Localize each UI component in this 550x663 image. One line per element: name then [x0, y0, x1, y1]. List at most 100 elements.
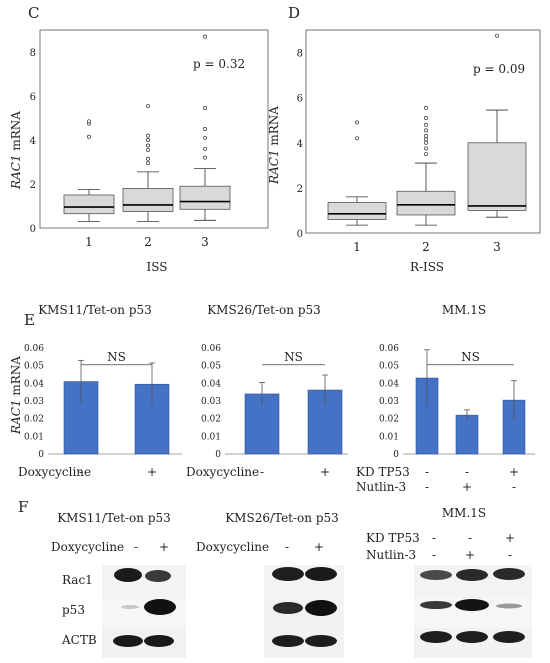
box-c-outlier-2-7	[146, 103, 150, 108]
box-d-outlier-3-1	[495, 33, 499, 38]
box-d-box-1	[327, 202, 387, 220]
box-c-box-1	[63, 194, 115, 215]
panel-d-ylabel-suffix: mRNA	[267, 106, 281, 150]
blot-mm1s-c1-sign-1: -	[432, 531, 436, 545]
blot-row-label-rac1: Rac1	[62, 573, 93, 587]
band-kms26-rac1-2	[305, 567, 337, 581]
panel-c-xlabel: ISS	[147, 260, 168, 274]
bar-e1-condition-1-sign-2: +	[147, 465, 157, 479]
band-kms11-rac1-1	[114, 568, 142, 582]
blot-kms26-sign-2: +	[314, 540, 324, 554]
box-d-outlier-2-5	[424, 134, 428, 138]
panel-d-xlabel: R-ISS	[410, 260, 444, 274]
box-c-ytick-8: 8	[30, 48, 36, 59]
band-kms26-rac1-1	[272, 567, 304, 581]
panel-f-western-blots: KMS11/Tet-on p53 KMS26/Tet-on p53 MM.1S …	[51, 506, 532, 658]
bar-e2-condition-1-sign-2: +	[320, 465, 330, 479]
box-d-outlier-2-7	[424, 122, 428, 127]
blot-kms11-title: KMS11/Tet-on p53	[57, 511, 171, 525]
box-c-frame	[39, 29, 269, 229]
bar-e3-condition-2-sign-1: -	[425, 480, 429, 494]
panel-e-kms26-title: KMS26/Tet-on p53	[207, 303, 321, 317]
panel-e-ylabel: RAC1 mRNA	[9, 356, 23, 435]
band-kms26-actb-1	[272, 635, 304, 647]
box-c-outlier-3-3	[203, 135, 207, 140]
bar-e3-ytick-4: 0.04	[379, 379, 399, 389]
panel-letter-c: C	[28, 4, 39, 22]
box-d-ytick-4: 4	[297, 139, 303, 150]
box-d-ytick-6: 6	[297, 94, 303, 105]
blot-mm1s-condition-2-label: Nutlin-3	[366, 548, 416, 562]
box-c-ytick-4: 4	[30, 136, 36, 147]
bar-e3-condition-1-sign-2: -	[465, 465, 469, 479]
panel-e-mm1s-title: MM.1S	[442, 303, 486, 317]
band-mm1s-actb-3	[493, 631, 525, 643]
band-kms11-p53-2	[144, 599, 176, 615]
band-mm1s-rac1-2	[456, 569, 488, 581]
band-mm1s-p53-3	[496, 603, 522, 609]
box-d-box-2	[396, 190, 456, 216]
panel-c-pvalue: p = 0.32	[193, 57, 245, 71]
box-d-xtick-3: 3	[493, 240, 501, 254]
bar-e3-condition-label-2: Nutlin-3	[356, 480, 406, 494]
box-c-box-3	[179, 185, 231, 210]
bar-e2-ytick-2: 0.02	[201, 415, 221, 425]
panel-letter-e: E	[24, 311, 35, 329]
box-c-ytick-2: 2	[30, 180, 36, 191]
panel-c-ylabel-suffix: mRNA	[9, 111, 23, 155]
bar-e2-ytick-3: 0.03	[201, 397, 221, 407]
band-mm1s-actb-2	[456, 631, 488, 643]
panel-e-mm1s-barchart: MM.1S 0 0.01 0.02 0.03 0.04 0.05 0.06 NS KD TP53…	[356, 303, 535, 494]
blot-mm1s-condition-1-label: KD TP53	[366, 531, 420, 545]
panel-e-kms11-title: KMS11/Tet-on p53	[38, 303, 152, 317]
bar-e2-ytick-5: 0.05	[201, 362, 221, 372]
panel-c-boxplot: RAC1 mRNA ISS p = 0.32 0 2 4 6 8 1 2 3	[9, 29, 269, 274]
bar-e1-ytick-4: 0.04	[24, 379, 44, 389]
box-c-ytick-0: 0	[30, 224, 36, 235]
band-mm1s-p53-2	[455, 599, 489, 611]
box-d-outlier-2-6	[424, 128, 428, 133]
blot-kms26-condition-label: Doxycycline	[196, 540, 269, 554]
box-c-outlier-1-1	[87, 134, 91, 139]
box-c-outlier-2-2	[146, 156, 150, 161]
blot-mm1s-c2-sign-3: -	[508, 548, 512, 562]
box-d-outlier-2-1	[424, 152, 428, 157]
blot-mm1s-c1-sign-2: -	[468, 531, 472, 545]
blot-kms11-sign-2: +	[159, 540, 169, 554]
box-c-outlier-3-6	[203, 34, 207, 39]
blot-kms26-sign-1: -	[285, 540, 289, 554]
bar-e2-ytick-6: 0.06	[201, 344, 221, 354]
bar-e1-condition-1-sign-1: -	[79, 465, 83, 479]
bar-e2-ytick-0: 0	[215, 450, 221, 460]
blot-mm1s-c2-sign-1: -	[432, 548, 436, 562]
panel-e-kms26-barchart: KMS26/Tet-on p53 0 0.01 0.02 0.03 0.04 0.05 0.…	[186, 303, 348, 479]
bar-e3-ytick-6: 0.06	[379, 344, 399, 354]
panel-e-kms11-barchart: KMS11/Tet-on p53 RAC1 mRNA 0 0.01 0.02 0.03…	[9, 303, 182, 479]
band-kms26-p53-1	[273, 602, 303, 614]
bar-e1-ytick-1: 0.01	[24, 432, 44, 442]
box-d-outlier-2-8	[424, 116, 428, 120]
box-c-outlier-1-3	[87, 119, 91, 124]
box-c-outlier-2-1	[146, 161, 150, 166]
box-c-xtick-1: 1	[85, 235, 93, 249]
box-c-box-2	[122, 187, 174, 212]
box-d-xtick-2: 2	[422, 240, 430, 254]
box-c-ytick-6: 6	[30, 92, 36, 103]
bar-e3-sig-label: NS	[461, 350, 480, 364]
blot-membrane-kms11-rac1	[102, 565, 186, 598]
bar-e1-condition-label-1: Doxycycline	[18, 465, 91, 479]
bar-e1-sig-label: NS	[107, 350, 126, 364]
bar-e3-ytick-3: 0.03	[379, 397, 399, 407]
panel-c-ylabel: RAC1 mRNA	[9, 111, 23, 190]
band-mm1s-rac1-1	[420, 570, 452, 580]
bar-e2-condition-1-sign-1: -	[260, 465, 264, 479]
blot-membrane-kms11-p53	[102, 598, 186, 628]
panel-c-ylabel-gene: RAC1	[9, 154, 23, 190]
box-d-ytick-2: 2	[297, 184, 303, 195]
bar-e2-sig-label: NS	[284, 350, 303, 364]
bar-e2-ytick-4: 0.04	[201, 379, 221, 389]
blot-kms11-condition-label: Doxycycline	[51, 540, 124, 554]
bar-e3-ytick-1: 0.01	[379, 432, 399, 442]
panel-d-ylabel: RAC1 mRNA	[267, 106, 281, 185]
